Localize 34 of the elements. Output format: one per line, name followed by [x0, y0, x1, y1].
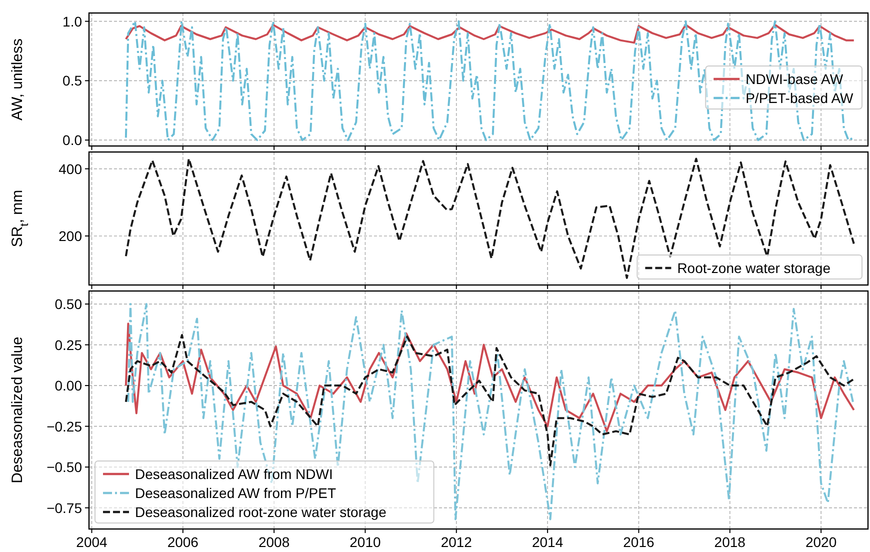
- y-tick-label: 0.5: [62, 72, 82, 89]
- y-tick-label: 0.50: [54, 296, 82, 312]
- x-tick-label: 2020: [805, 534, 837, 550]
- y-tick-label: 200: [58, 228, 82, 244]
- line-series: [124, 20, 855, 142]
- legend-label: Deseasonalized root-zone water storage: [135, 504, 387, 520]
- legend-label: Root-zone water storage: [677, 260, 831, 276]
- line-series: [124, 24, 855, 44]
- legend-label: Deseasonalized AW from NDWI: [135, 466, 333, 482]
- x-tick-label: 2014: [532, 534, 564, 550]
- legend-label: NDWI-base AW: [746, 71, 844, 87]
- y-tick-label: 400: [58, 160, 82, 177]
- x-tick-label: 2012: [440, 534, 472, 550]
- line-series: [124, 158, 855, 279]
- y-tick-label: −0.25: [46, 418, 82, 434]
- x-tick-label: 2016: [623, 534, 654, 550]
- y-tick-label: −0.75: [46, 500, 82, 516]
- y-tick-label: 1.0: [62, 13, 82, 30]
- y-tick-label: −0.50: [46, 459, 82, 476]
- x-tick-label: 2010: [350, 534, 382, 550]
- y-tick-label: 0.00: [54, 378, 82, 394]
- y-tick-label: 0.0: [62, 132, 82, 148]
- line-series: [127, 303, 854, 520]
- line-series: [124, 322, 855, 432]
- x-tick-label: 2018: [714, 534, 746, 550]
- legend-label: Deseasonalized AW from P/PET: [135, 485, 336, 501]
- x-tick-label: 2004: [76, 534, 108, 550]
- y-axis-title: AW, unitless: [9, 38, 26, 120]
- legend-label: P/PET-based AW: [746, 90, 854, 106]
- x-tick-label: 2006: [167, 534, 199, 550]
- line-series: [124, 334, 855, 466]
- y-tick-label: 0.25: [54, 336, 82, 353]
- x-tick-label: 2008: [258, 534, 290, 550]
- y-axis-title: Deseasonalized value: [9, 336, 26, 484]
